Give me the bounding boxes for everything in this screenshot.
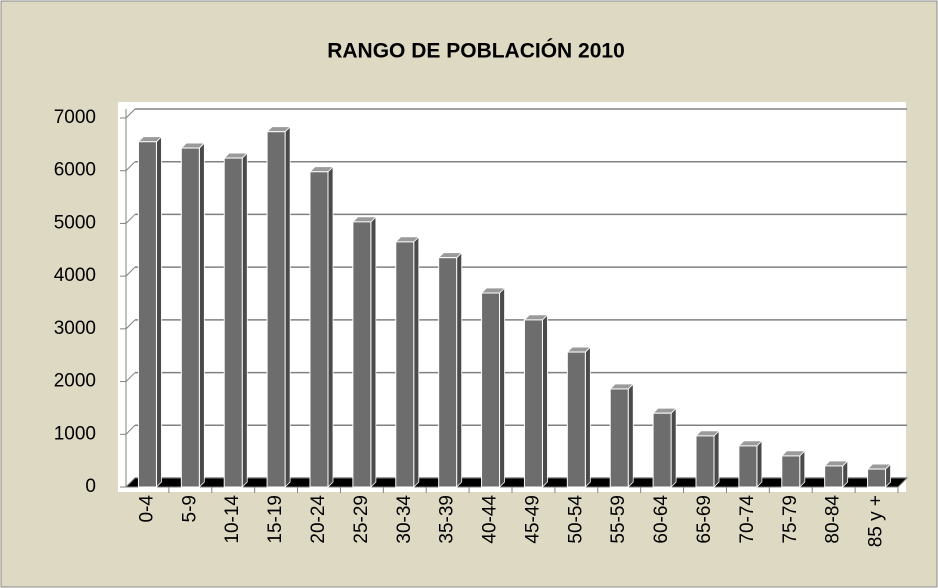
y-tick-label: 0 bbox=[85, 476, 96, 497]
y-tick-label: 4000 bbox=[54, 265, 96, 286]
bar bbox=[352, 221, 372, 488]
bar bbox=[867, 468, 887, 488]
x-tick-label: 50-54 bbox=[565, 495, 586, 544]
bar-side bbox=[241, 152, 248, 488]
bar bbox=[137, 141, 157, 488]
x-tick-label: 65-69 bbox=[694, 495, 715, 544]
bar bbox=[223, 157, 243, 488]
bar-side bbox=[756, 439, 763, 488]
y-tick-label: 6000 bbox=[54, 160, 96, 181]
x-tick-label: 85 y + bbox=[866, 495, 887, 547]
bar-side bbox=[670, 407, 677, 488]
bar-side bbox=[542, 313, 548, 488]
bar bbox=[738, 445, 758, 488]
bar bbox=[695, 435, 715, 488]
bar-side bbox=[499, 287, 505, 488]
y-tick-label: 7000 bbox=[54, 107, 96, 128]
bar bbox=[523, 319, 543, 488]
grid-line bbox=[125, 214, 136, 224]
x-tick-label: 35-39 bbox=[437, 495, 458, 544]
bar-side bbox=[198, 142, 205, 488]
x-tick-label: 45-49 bbox=[522, 495, 543, 544]
y-tick-label: 1000 bbox=[54, 423, 96, 444]
grid-line bbox=[125, 161, 136, 172]
chart-title: RANGO DE POBLACIÓN 2010 bbox=[327, 39, 625, 63]
x-tick-label: 75-79 bbox=[780, 495, 801, 544]
bar bbox=[609, 388, 629, 488]
x-tick-label: 30-34 bbox=[394, 495, 415, 544]
x-tick-label: 20-24 bbox=[308, 495, 329, 544]
bar bbox=[266, 131, 286, 488]
x-tick-label: 55-59 bbox=[608, 495, 629, 544]
bar bbox=[180, 147, 200, 488]
x-tick-label: 70-74 bbox=[737, 495, 758, 544]
bar-side bbox=[456, 251, 463, 488]
x-tick-label: 60-64 bbox=[651, 495, 672, 544]
x-tick-label: 0-4 bbox=[136, 495, 157, 523]
bar bbox=[309, 171, 329, 488]
bar bbox=[781, 455, 801, 488]
y-tick-label: 3000 bbox=[54, 318, 96, 339]
grid-line bbox=[125, 319, 136, 330]
bar bbox=[652, 412, 672, 488]
grid-line bbox=[125, 266, 136, 277]
x-tick-label: 25-29 bbox=[351, 495, 372, 544]
grid-line bbox=[125, 424, 136, 435]
x-tick-label: 10-14 bbox=[222, 495, 243, 544]
bar-side bbox=[627, 382, 634, 488]
bar-side bbox=[799, 449, 806, 488]
bar-side bbox=[413, 235, 420, 488]
x-tick-label: 80-84 bbox=[823, 495, 844, 544]
bar-side bbox=[713, 429, 720, 488]
bar-side bbox=[327, 165, 334, 488]
x-tick-label: 40-44 bbox=[480, 495, 501, 544]
y-tick-label: 5000 bbox=[54, 212, 96, 233]
bar-side bbox=[284, 125, 291, 488]
bar bbox=[824, 465, 844, 488]
grid-line bbox=[125, 108, 136, 119]
bar-side bbox=[156, 135, 162, 488]
plot-area bbox=[118, 102, 906, 492]
y-tick-label: 2000 bbox=[54, 371, 96, 392]
bar bbox=[438, 257, 458, 488]
x-tick-label: 5-9 bbox=[179, 495, 200, 522]
x-tick-label: 15-19 bbox=[265, 495, 286, 544]
bar bbox=[481, 292, 501, 488]
bar-side bbox=[370, 215, 377, 488]
bar bbox=[395, 241, 415, 488]
bar-side bbox=[584, 346, 591, 488]
grid-line bbox=[125, 372, 136, 382]
bar bbox=[566, 351, 586, 488]
